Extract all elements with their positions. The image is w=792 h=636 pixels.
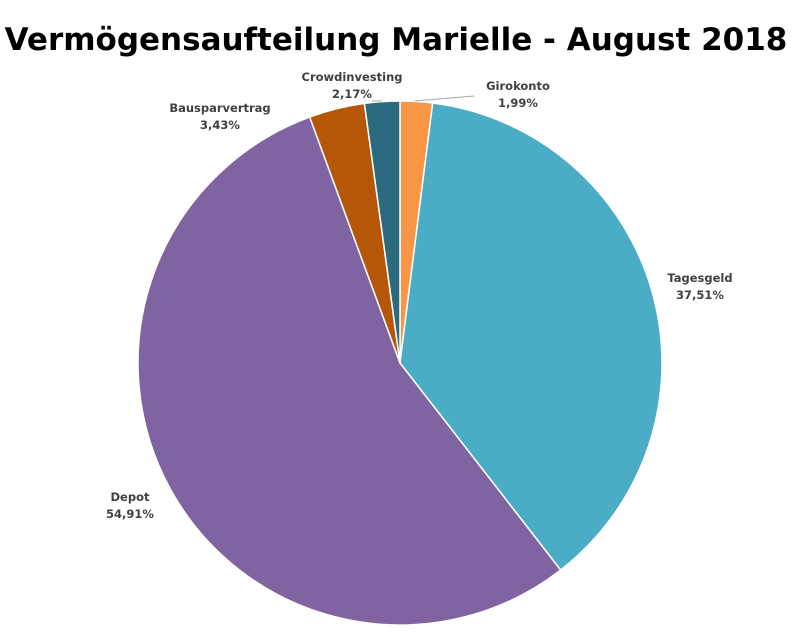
slice-percent-tagesgeld: 37,51% — [676, 288, 724, 302]
pie-slice-depot — [137, 116, 562, 626]
slice-label-tagesgeld: Tagesgeld — [667, 271, 732, 285]
slice-percent-crowdinvesting: 2,17% — [332, 87, 372, 101]
slice-label-bausparvertrag: Bausparvertrag — [169, 101, 270, 115]
slice-label-crowdinvesting: Crowdinvesting — [302, 70, 403, 84]
leader-line-girokonto — [414, 95, 475, 102]
slice-percent-bausparvertrag: 3,43% — [200, 118, 240, 132]
slice-label-girokonto: Girokonto — [486, 79, 550, 93]
slice-percent-depot: 54,91% — [106, 507, 154, 521]
pie-slice-tagesgeld — [399, 102, 663, 572]
chart-title: Vermögensaufteilung Marielle - August 20… — [4, 22, 788, 58]
slice-label-depot: Depot — [111, 490, 150, 504]
pie-slice-crowdinvesting — [363, 100, 401, 364]
slice-percent-girokonto: 1,99% — [498, 96, 538, 110]
